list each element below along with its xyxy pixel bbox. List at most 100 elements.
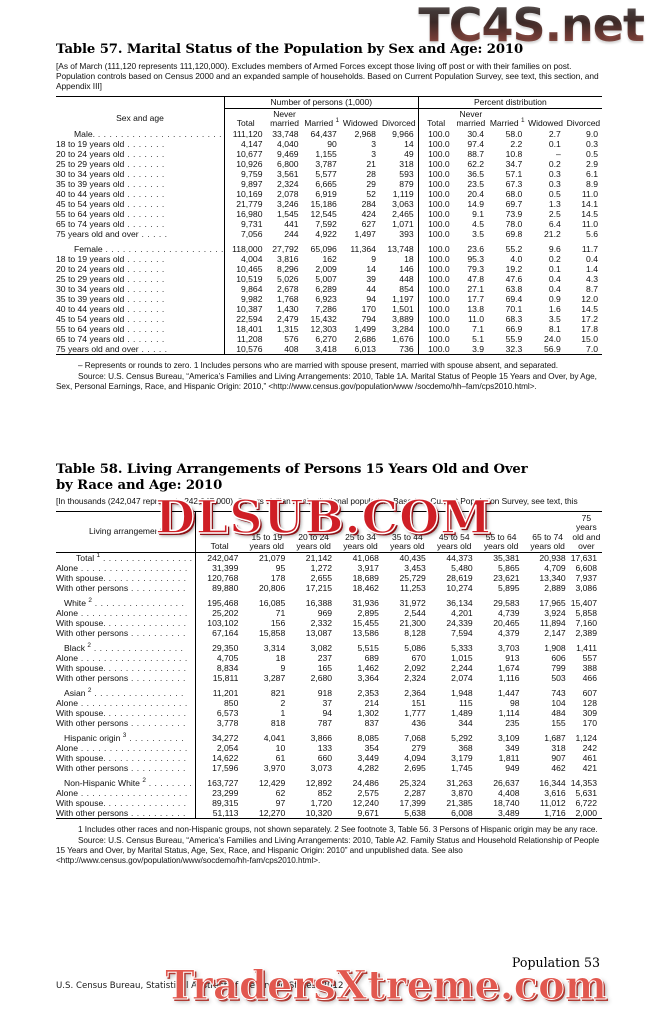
table-cell: 3,063	[392, 198, 414, 209]
table-cell: 3,778	[194, 718, 244, 728]
table-cell: 11,208	[223, 333, 267, 344]
row-label: 75 years old and over . . . . .	[56, 228, 168, 239]
table-cell: 4,094	[404, 753, 426, 763]
table-cell: 9,982	[223, 293, 267, 304]
table-row-spacer	[56, 238, 602, 244]
table-row: 35 to 39 years old . . . . . . . 9,897 2,…	[56, 178, 602, 189]
table-row: 30 to 34 years old . . . . . . . 9,864 2,…	[56, 283, 602, 294]
table-cell: 24,339	[446, 618, 473, 628]
table-cell: 6,665	[315, 178, 337, 189]
table-cell: 3,314	[263, 643, 286, 653]
table-cell: 2,009	[315, 263, 337, 274]
table-cell: 2,324	[277, 178, 299, 189]
table-cell: 441	[284, 218, 299, 229]
table-cell: 4,040	[277, 138, 299, 149]
row-label: Black 2 . . . . . . . . . . . . . . . .	[64, 642, 184, 653]
table-cell: 1,716	[544, 808, 566, 818]
table-58-head: Living arrangement Total 15 to 19 years o…	[56, 511, 602, 553]
table-cell: 9	[371, 253, 376, 264]
col-header-45-54: 45 to 54 years old	[430, 511, 478, 553]
table-cell: 20,465	[493, 618, 520, 628]
table-cell: 2,678	[277, 283, 299, 294]
table-cell: 100.0	[417, 198, 454, 209]
table-cell: 11,253	[400, 583, 426, 593]
table-cell: 23,299	[194, 788, 244, 798]
table-cell: 2,889	[544, 583, 566, 593]
table-cell: 103,102	[194, 618, 244, 628]
table-cell: 133	[317, 743, 333, 753]
table-row: 30 to 34 years old . . . . . . . 9,759 3,…	[56, 168, 602, 179]
table-cell: 40,435	[383, 552, 431, 563]
table-cell: 12,240	[352, 798, 379, 808]
table-row: 25 to 29 years old . . . . . . . 10,519 5…	[56, 273, 602, 284]
table-row: Total 1 . . . . . . . . . . . . . . . . …	[56, 552, 602, 563]
table-cell: 69.8	[505, 228, 523, 239]
table-cell: 100.0	[417, 313, 454, 324]
table-row-spacer	[56, 593, 602, 598]
table-cell: 354	[364, 743, 379, 753]
table-cell: 2,465	[392, 208, 414, 219]
table-cell: 17,631	[570, 552, 602, 563]
table-57-footnote-1: – Represents or rounds to zero. 1 Includ…	[56, 361, 602, 371]
table-row: 65 to 74 years old . . . . . . . 11,208 5…	[56, 333, 602, 344]
table-cell: 421	[582, 763, 597, 773]
table-cell: 3.9	[472, 343, 485, 354]
table-cell: 3,489	[498, 808, 520, 818]
table-cell: 14.5	[581, 208, 598, 219]
row-label: 40 to 44 years old . . . . . . .	[56, 188, 165, 199]
table-cell: 100.0	[417, 283, 454, 294]
table-58-col-header-row: Living arrangement Total 15 to 19 years o…	[56, 511, 602, 553]
col-header-married-2: Married 1	[489, 117, 525, 129]
table-cell: 100.0	[417, 208, 454, 219]
table-cell: 1,497	[354, 228, 376, 239]
row-label: 35 to 39 years old . . . . . . .	[56, 293, 165, 304]
table-row: With spouse. . . . . . . . . . . . . . .…	[56, 573, 602, 583]
row-label: With other persons . . . . . . . . . .	[56, 583, 186, 593]
table-cell: 34.7	[505, 158, 523, 169]
table-row: 75 years old and over . . . . . 7,056 244…	[56, 228, 602, 239]
table-cell: 14.1	[581, 198, 598, 209]
table-cell: 2,479	[277, 313, 299, 324]
table-cell: 787	[317, 718, 333, 728]
table-cell: 36.5	[467, 168, 485, 179]
row-label: Asian 2 . . . . . . . . . . . . . . . .	[64, 687, 184, 698]
table-cell: 151	[411, 698, 426, 708]
table-58-source-text: Source: U.S. Census Bureau, “America’s F…	[56, 836, 600, 865]
table-cell: 1,430	[277, 303, 299, 314]
table-row: With spouse. . . . . . . . . . . . . . .…	[56, 798, 602, 808]
table-cell: 4.5	[472, 218, 485, 229]
table-cell: 18	[404, 253, 414, 264]
table-cell: 21,385	[446, 798, 473, 808]
table-row: Asian 2 . . . . . . . . . . . . . . . . …	[56, 687, 602, 698]
row-label: With other persons . . . . . . . . . .	[56, 763, 186, 773]
table-cell: 17.7	[467, 293, 485, 304]
table-cell: 1,116	[498, 673, 520, 683]
row-label: White 2 . . . . . . . . . . . . . . . .	[64, 597, 185, 608]
table-cell: 242,047	[194, 552, 244, 563]
table-cell: 6,270	[315, 333, 337, 344]
table-cell: 12,303	[310, 323, 337, 334]
table-cell: 9,759	[223, 168, 267, 179]
table-cell: 284	[361, 198, 376, 209]
table-57-stub-header-row: Sex and age Never Never	[56, 108, 602, 123]
table-cell: 19.2	[505, 263, 523, 274]
table-cell: 344	[458, 718, 473, 728]
table-cell: 11.0	[581, 218, 598, 229]
table-cell: 12,892	[305, 778, 333, 788]
table-cell: 2,575	[357, 788, 379, 798]
table-cell: 0.2	[548, 158, 561, 169]
table-cell: 393	[399, 228, 414, 239]
table-cell: 97.4	[467, 138, 485, 149]
table-cell: 3,889	[392, 313, 414, 324]
table-cell: 821	[270, 688, 286, 698]
table-cell: 67,164	[194, 628, 244, 638]
table-cell: 97	[275, 798, 286, 808]
table-cell: 309	[582, 708, 597, 718]
table-cell: 0.1	[548, 263, 561, 274]
table-cell: 1,948	[451, 688, 473, 698]
table-cell: 17.8	[581, 323, 598, 334]
table-cell: 9.1	[472, 208, 485, 219]
table-cell: 736	[399, 343, 414, 354]
table-cell: 5,480	[451, 563, 473, 573]
table-cell: 852	[317, 788, 333, 798]
